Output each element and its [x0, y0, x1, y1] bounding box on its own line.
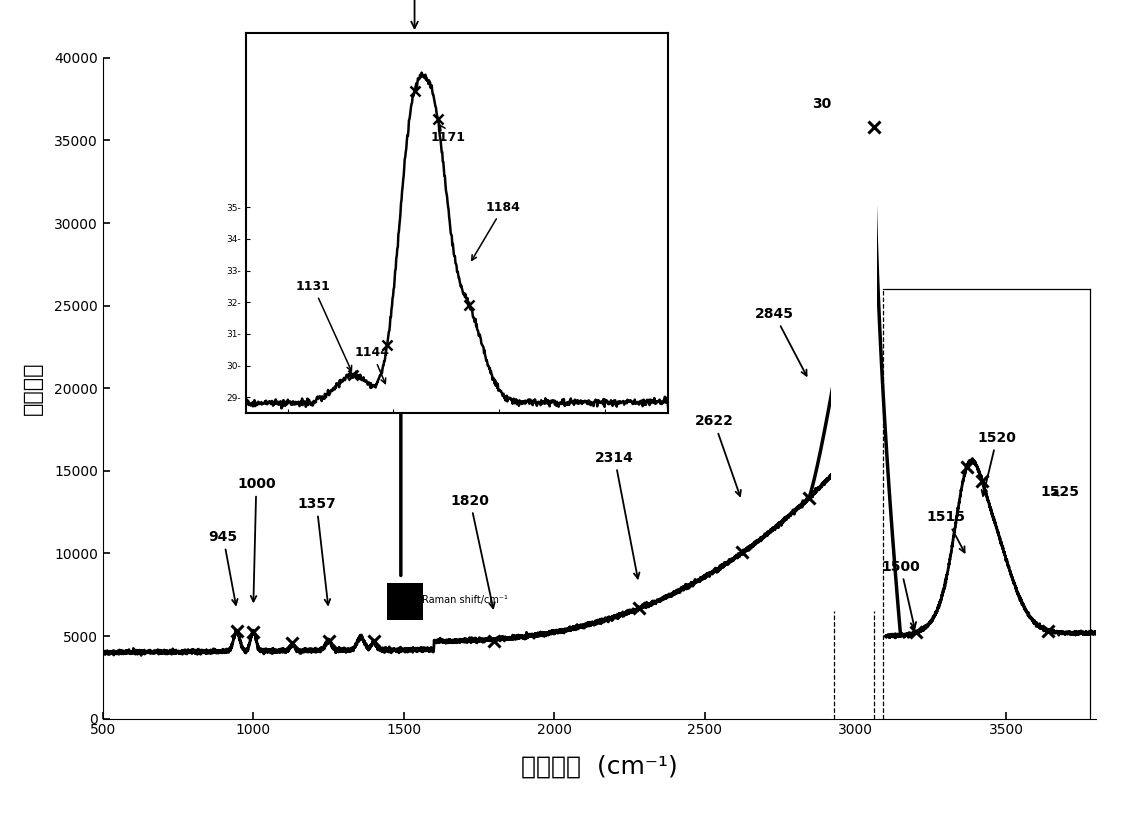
Text: 1131: 1131 — [296, 280, 352, 371]
Text: 1820: 1820 — [451, 494, 494, 608]
Bar — [831, 25, 877, 719]
Bar — [387, 583, 424, 620]
Text: 2622: 2622 — [694, 415, 741, 496]
Text: Raman shift/cm⁻¹: Raman shift/cm⁻¹ — [421, 595, 508, 605]
Text: 1525: 1525 — [1040, 486, 1079, 499]
Text: 1184: 1184 — [472, 201, 521, 260]
Text: 1520: 1520 — [978, 431, 1016, 496]
Text: 1500: 1500 — [882, 560, 920, 628]
X-axis label: 拉曼位移  (cm⁻¹): 拉曼位移 (cm⁻¹) — [521, 754, 678, 778]
Text: 2314: 2314 — [595, 451, 640, 578]
Y-axis label: 拉曼强度: 拉曼强度 — [23, 362, 43, 415]
Text: 1000: 1000 — [238, 477, 275, 601]
Text: 945: 945 — [209, 530, 238, 605]
Text: 1515: 1515 — [926, 510, 965, 553]
Text: 1357: 1357 — [297, 497, 336, 605]
Text: 1171: 1171 — [431, 126, 466, 144]
Text: 2845: 2845 — [755, 307, 806, 376]
Text: 1160: 1160 — [392, 0, 437, 28]
Text: 1144: 1144 — [355, 346, 389, 383]
Text: 3062: 3062 — [812, 97, 870, 125]
